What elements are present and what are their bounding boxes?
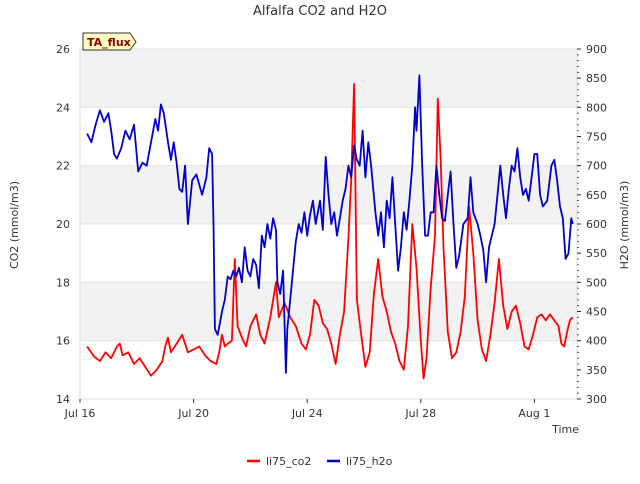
badge-background — [82, 32, 137, 51]
grid-bands — [80, 49, 577, 399]
y-left-tick-label: 18 — [56, 276, 70, 289]
grid-band — [80, 49, 577, 108]
y-right-tick-label: 900 — [586, 43, 607, 56]
y-right-tick-label: 850 — [586, 72, 607, 85]
y-left-tick-label: 20 — [56, 218, 70, 231]
ta-flux-badge: TA_flux — [82, 32, 137, 51]
y-right-tick-label: 650 — [586, 189, 607, 202]
legend-label-co2: li75_co2 — [266, 455, 311, 468]
grid-band — [80, 224, 577, 283]
x-tick-label: Aug 1 — [518, 407, 550, 420]
y-left-tick-label: 22 — [56, 160, 70, 173]
x-axis-title: Time — [551, 423, 579, 436]
y-axis-right-title: H2O (mmol/m3) — [618, 181, 631, 270]
left-axis-ticks: 14 16 18 20 22 24 26 — [56, 43, 70, 406]
x-tick-label: Jul 16 — [64, 407, 96, 420]
y-left-tick-label: 26 — [56, 43, 70, 56]
y-left-tick-label: 14 — [56, 393, 70, 406]
x-tick-label: Jul 20 — [177, 407, 209, 420]
right-axis-ticks: 300 350 400 450 500 550 600 650 700 750 800 850 900 — [577, 43, 607, 406]
x-tick-label: Jul 24 — [291, 407, 323, 420]
series-line-li75_h2o — [86, 74, 574, 374]
badge-label: TA_flux — [87, 36, 131, 49]
y-right-tick-label: 350 — [586, 364, 607, 377]
chart-title: Alfalfa CO2 and H2O — [253, 4, 387, 19]
legend: li75_co2 li75_h2o — [247, 455, 393, 468]
y-left-tick-label: 24 — [56, 101, 70, 114]
y-left-tick-label: 16 — [56, 335, 70, 348]
y-right-tick-label: 400 — [586, 335, 607, 348]
x-tick-label: Jul 28 — [404, 407, 436, 420]
series-line-li75_co2 — [86, 83, 574, 380]
y-right-tick-label: 450 — [586, 306, 607, 319]
grid-band — [80, 340, 577, 399]
legend-label-h2o: li75_h2o — [346, 455, 393, 468]
y-right-tick-label: 700 — [586, 160, 607, 173]
y-right-tick-label: 300 — [586, 393, 607, 406]
x-axis-ticks: Jul 16 Jul 20 Jul 24 Jul 28 Aug 1 — [64, 399, 550, 420]
y-axis-left-title: CO2 (mmol/m3) — [8, 181, 21, 269]
y-right-tick-label: 600 — [586, 218, 607, 231]
series-layer — [86, 74, 574, 380]
grid-band — [80, 107, 577, 166]
y-right-tick-label: 800 — [586, 101, 607, 114]
y-right-tick-label: 550 — [586, 247, 607, 260]
y-right-tick-label: 500 — [586, 276, 607, 289]
y-right-tick-label: 750 — [586, 131, 607, 144]
